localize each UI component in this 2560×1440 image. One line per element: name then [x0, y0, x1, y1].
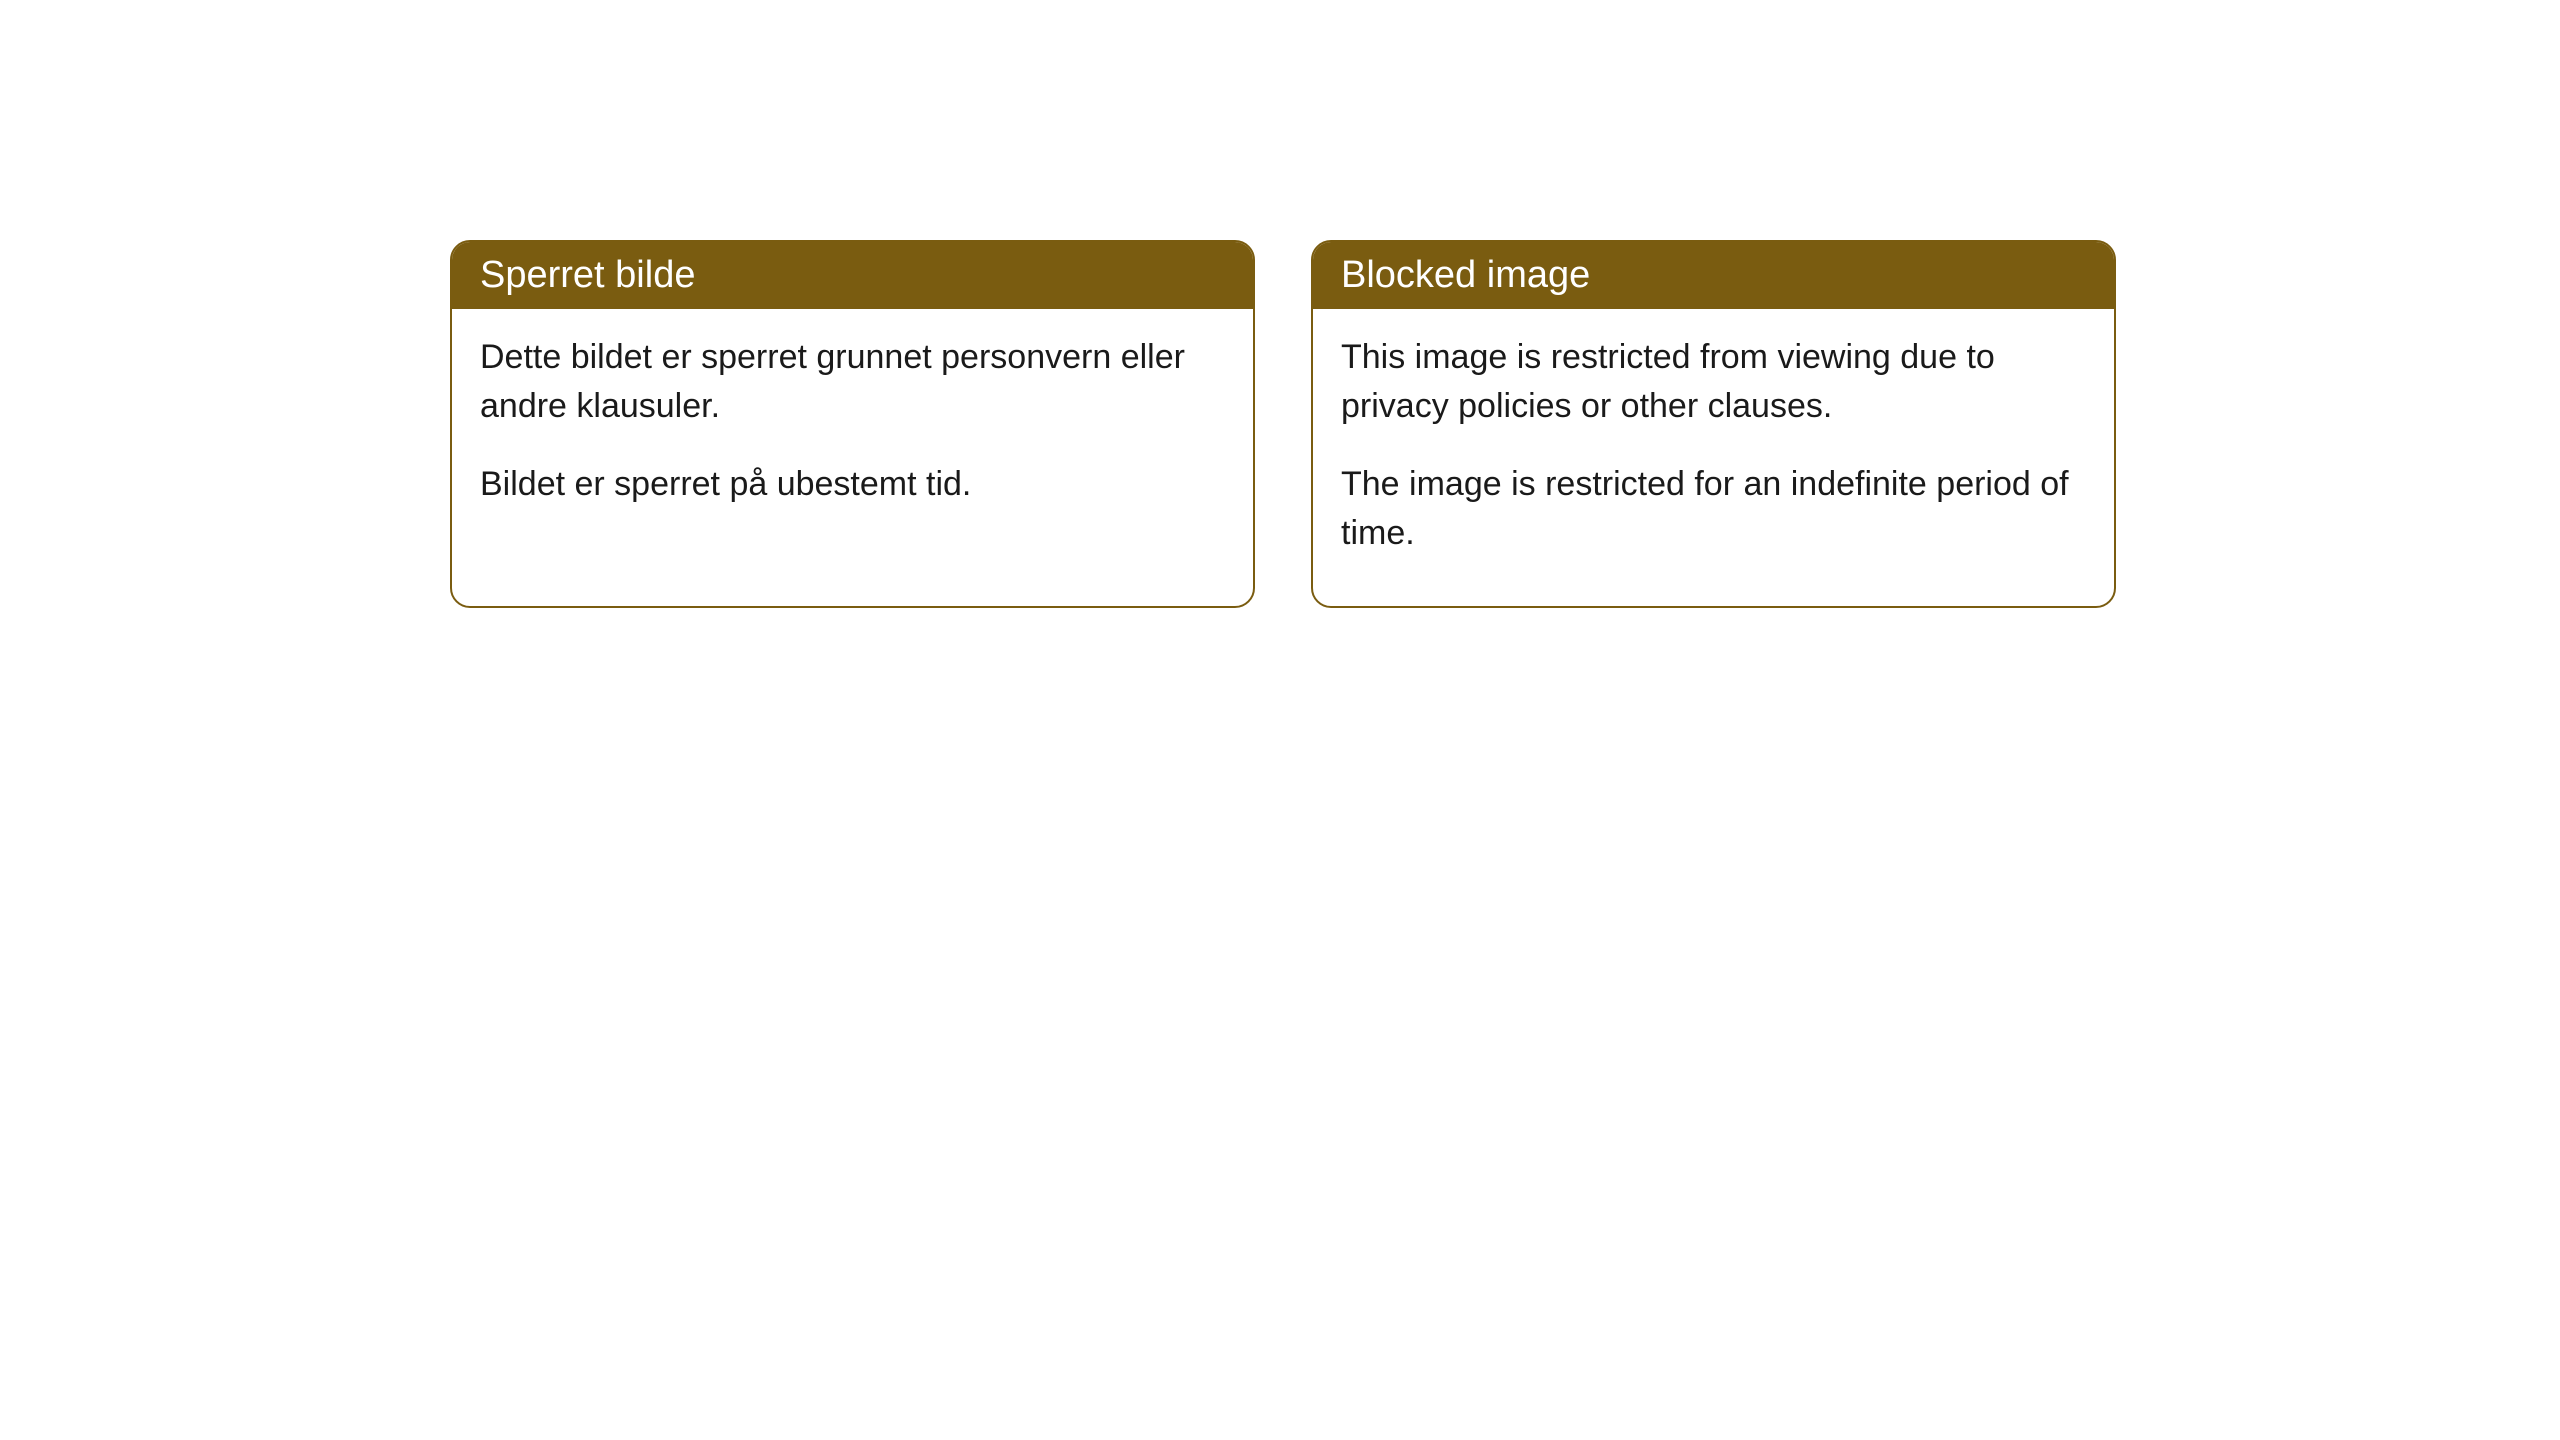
card-paragraph-1-en: This image is restricted from viewing du…	[1341, 333, 2086, 432]
card-paragraph-2-en: The image is restricted for an indefinit…	[1341, 460, 2086, 559]
card-paragraph-1-no: Dette bildet er sperret grunnet personve…	[480, 333, 1225, 432]
card-header-en: Blocked image	[1313, 242, 2114, 309]
cards-container: Sperret bilde Dette bildet er sperret gr…	[450, 240, 2116, 608]
card-body-no: Dette bildet er sperret grunnet personve…	[452, 309, 1253, 557]
blocked-image-card-en: Blocked image This image is restricted f…	[1311, 240, 2116, 608]
blocked-image-card-no: Sperret bilde Dette bildet er sperret gr…	[450, 240, 1255, 608]
card-body-en: This image is restricted from viewing du…	[1313, 309, 2114, 606]
card-header-no: Sperret bilde	[452, 242, 1253, 309]
card-paragraph-2-no: Bildet er sperret på ubestemt tid.	[480, 460, 1225, 509]
